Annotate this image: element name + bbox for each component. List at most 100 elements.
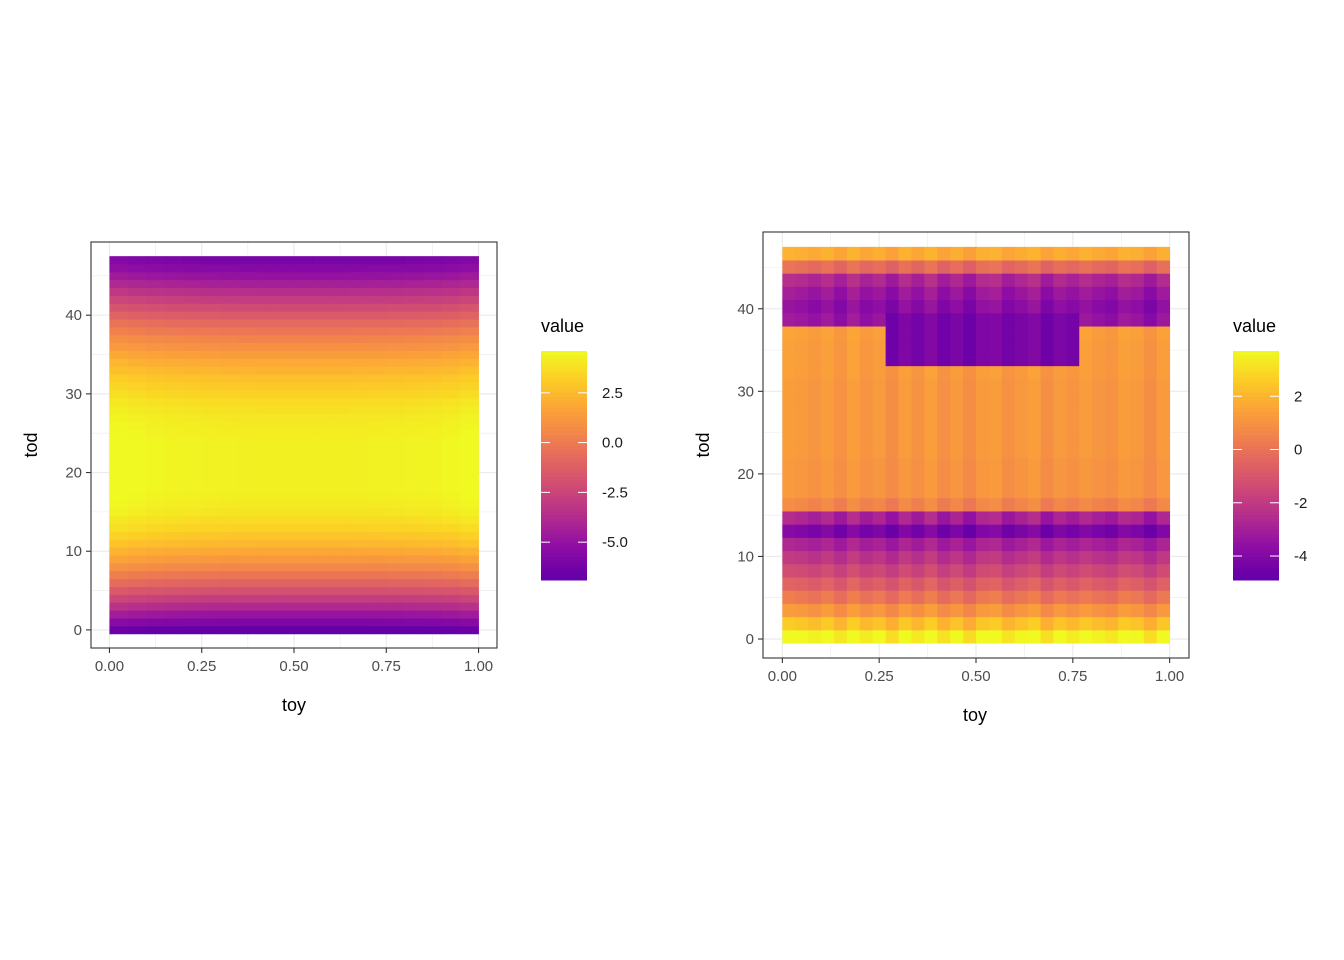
heatmap-tile — [821, 431, 835, 446]
heatmap-tile — [937, 431, 951, 446]
legend-color-step — [1233, 530, 1279, 535]
heatmap-tile — [404, 531, 424, 540]
heatmap-tile — [846, 603, 861, 618]
heatmap-tile — [872, 392, 887, 406]
heatmap-tile — [441, 507, 461, 517]
heatmap-tile — [441, 413, 461, 422]
heatmap-tile — [275, 311, 295, 320]
legend-color-step — [541, 545, 587, 550]
heatmap-tile — [859, 616, 874, 631]
heatmap-tile — [937, 629, 951, 644]
heatmap-tile — [330, 531, 350, 540]
heatmap-tile — [441, 539, 461, 548]
legend-color-step — [1233, 454, 1279, 459]
heatmap-tile — [963, 471, 977, 486]
heatmap-tile — [1092, 590, 1106, 604]
heatmap-tile — [1156, 431, 1171, 446]
heatmap-tile — [404, 374, 424, 383]
heatmap-tile — [1156, 445, 1171, 459]
heatmap-tile — [423, 523, 443, 532]
heatmap-tile — [988, 378, 1003, 393]
heatmap-tile — [1079, 418, 1093, 433]
heatmap-tile — [1156, 286, 1171, 301]
left-legend-ticks: 2.50.0-2.5-5.0 — [541, 385, 628, 551]
heatmap-tile — [404, 342, 424, 351]
heatmap-tile — [257, 476, 276, 485]
heatmap-tile — [859, 352, 874, 367]
legend-color-step — [541, 492, 587, 497]
heatmap-tile — [460, 484, 479, 493]
heatmap-tile — [404, 429, 424, 438]
heatmap-tile — [201, 625, 221, 635]
heatmap-tile — [846, 616, 861, 631]
heatmap-tile — [349, 460, 369, 470]
heatmap-tile — [312, 625, 332, 635]
heatmap-tile — [441, 366, 461, 375]
heatmap-tile — [1105, 484, 1119, 499]
heatmap-tile — [201, 594, 221, 603]
heatmap-tile — [1130, 286, 1145, 301]
legend-color-step — [1233, 499, 1279, 505]
heatmap-tile — [423, 531, 443, 540]
heatmap-tile — [404, 507, 424, 517]
legend-color-step — [1233, 415, 1279, 421]
heatmap-tile — [386, 311, 406, 320]
heatmap-tile — [423, 389, 443, 399]
heatmap-tile — [146, 358, 166, 367]
heatmap-tile — [275, 287, 295, 296]
heatmap-tile — [924, 378, 938, 393]
heatmap-tile — [386, 586, 406, 595]
heatmap-tile — [127, 531, 147, 540]
legend-color-step — [541, 496, 587, 501]
heatmap-tile — [963, 577, 977, 591]
heatmap-tile — [220, 547, 240, 556]
heatmap-tile — [127, 460, 147, 470]
heatmap-tile — [1040, 365, 1054, 380]
heatmap-tile — [1092, 629, 1106, 644]
heatmap-tile — [872, 590, 887, 604]
heatmap-tile — [911, 484, 925, 499]
heatmap-tile — [782, 365, 796, 380]
heatmap-tile — [1092, 550, 1106, 565]
heatmap-tile — [937, 260, 951, 274]
heatmap-tile — [220, 445, 240, 454]
heatmap-tile — [275, 468, 295, 477]
heatmap-tile — [201, 279, 221, 289]
heatmap-tile — [808, 392, 822, 406]
heatmap-tile — [312, 563, 332, 572]
heatmap-tile — [441, 279, 461, 289]
heatmap-tile — [872, 629, 887, 644]
heatmap-tile — [963, 352, 977, 367]
heatmap-tile — [220, 358, 240, 367]
heatmap-tile — [109, 555, 129, 564]
heatmap-tile — [423, 555, 443, 564]
heatmap-tile — [821, 312, 835, 327]
legend-color-step — [541, 465, 587, 470]
heatmap-tile — [349, 492, 369, 501]
heatmap-tile — [988, 365, 1003, 380]
heatmap-tile — [183, 500, 203, 509]
heatmap-tile — [1130, 511, 1145, 525]
heatmap-tile — [1066, 431, 1080, 446]
heatmap-tile — [1014, 537, 1029, 552]
heatmap-tile — [275, 507, 295, 517]
heatmap-tile — [349, 366, 369, 375]
heatmap-tile — [1079, 445, 1093, 459]
heatmap-tile — [834, 339, 848, 353]
legend-color-step — [1233, 545, 1279, 550]
heatmap-tile — [441, 358, 461, 367]
heatmap-tile — [386, 500, 406, 509]
heatmap-tile — [312, 429, 332, 438]
heatmap-tile — [885, 524, 899, 538]
heatmap-tile — [924, 497, 938, 512]
heatmap-tile — [834, 484, 848, 499]
heatmap-tile — [367, 303, 387, 312]
heatmap-tile — [201, 319, 221, 328]
heatmap-tile — [220, 515, 240, 525]
heatmap-tile — [924, 326, 938, 340]
heatmap-tile — [1001, 418, 1016, 433]
heatmap-tile — [1143, 590, 1158, 604]
heatmap-tile — [312, 586, 332, 595]
heatmap-tile — [1118, 405, 1132, 419]
heatmap-tile — [859, 339, 874, 353]
